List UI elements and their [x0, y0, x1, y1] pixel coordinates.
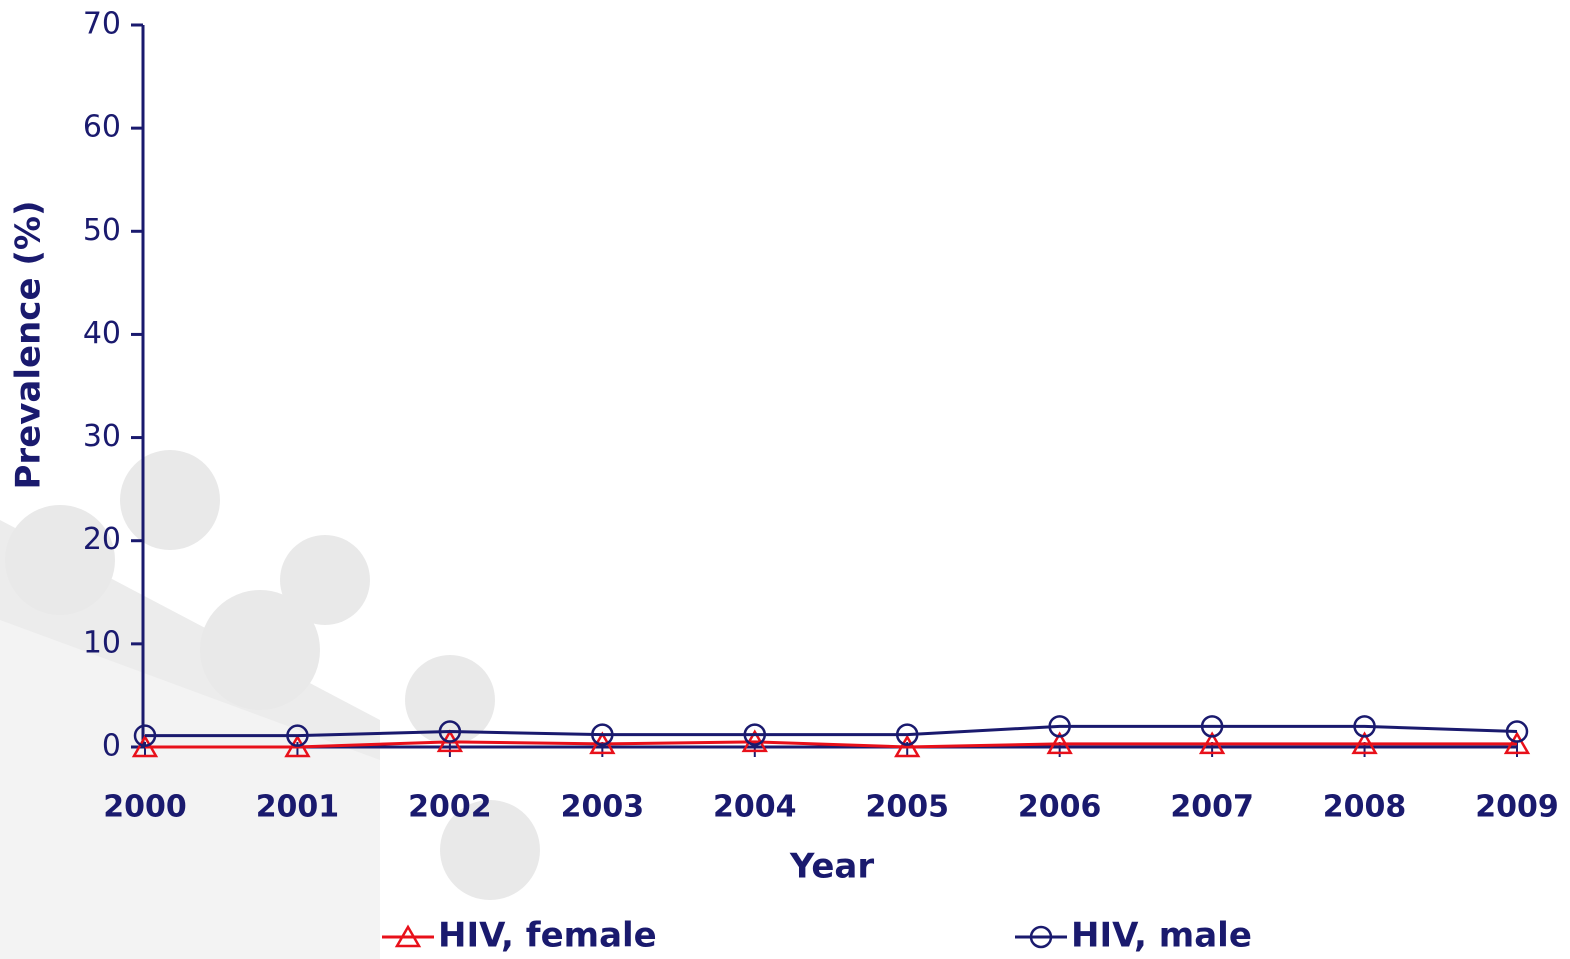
- x-tick-label: 2002: [408, 790, 492, 825]
- background-decoration: [0, 450, 540, 959]
- data-point: [1198, 731, 1226, 755]
- data-point: [1351, 731, 1378, 755]
- data-point: [1200, 715, 1224, 738]
- y-tick-label: 20: [83, 522, 121, 557]
- y-tick-label: 70: [83, 7, 121, 42]
- data-point: [438, 720, 462, 743]
- legend-label: HIV, female: [438, 916, 657, 956]
- legend-label: HIV, male: [1071, 916, 1252, 956]
- y-tick-label: 50: [83, 213, 121, 248]
- x-tick-label: 2007: [1170, 790, 1254, 825]
- data-point: [743, 723, 767, 746]
- y-axis-title: Prevalence (%): [9, 201, 49, 490]
- data-point: [1505, 720, 1529, 743]
- data-point: [1048, 715, 1071, 738]
- y-tick-label: 10: [83, 625, 121, 660]
- y-tick-label: 40: [83, 316, 121, 351]
- series-line: [145, 740, 1517, 749]
- data-point: [591, 723, 614, 746]
- y-tick-label: 60: [83, 110, 121, 145]
- x-tick-label: 2008: [1323, 790, 1407, 825]
- data-point: [895, 723, 919, 746]
- x-tick-label: 2001: [256, 790, 340, 825]
- data-point: [894, 734, 921, 758]
- data-point: [133, 724, 157, 747]
- data-point: [131, 734, 159, 758]
- legend-marker: [1029, 925, 1053, 949]
- data-point: [286, 724, 309, 747]
- series-line: [145, 724, 1518, 738]
- x-tick-label: 2005: [865, 790, 949, 825]
- data-point: [1503, 731, 1531, 755]
- data-point: [741, 729, 768, 753]
- y-tick-label: 0: [102, 729, 121, 764]
- y-tick-label: 30: [83, 419, 121, 454]
- x-tick-label: 2003: [561, 790, 645, 825]
- legend-marker: [394, 924, 422, 948]
- data-point: [436, 729, 464, 753]
- x-tick-label: 2009: [1475, 790, 1559, 825]
- data-point: [284, 734, 311, 758]
- data-point: [1046, 731, 1073, 755]
- x-tick-label: 2004: [713, 790, 797, 825]
- x-tick-label: 2000: [103, 790, 187, 825]
- x-tick-label: 2006: [1018, 790, 1102, 825]
- x-axis-title: Year: [789, 847, 875, 887]
- data-point: [1353, 715, 1376, 738]
